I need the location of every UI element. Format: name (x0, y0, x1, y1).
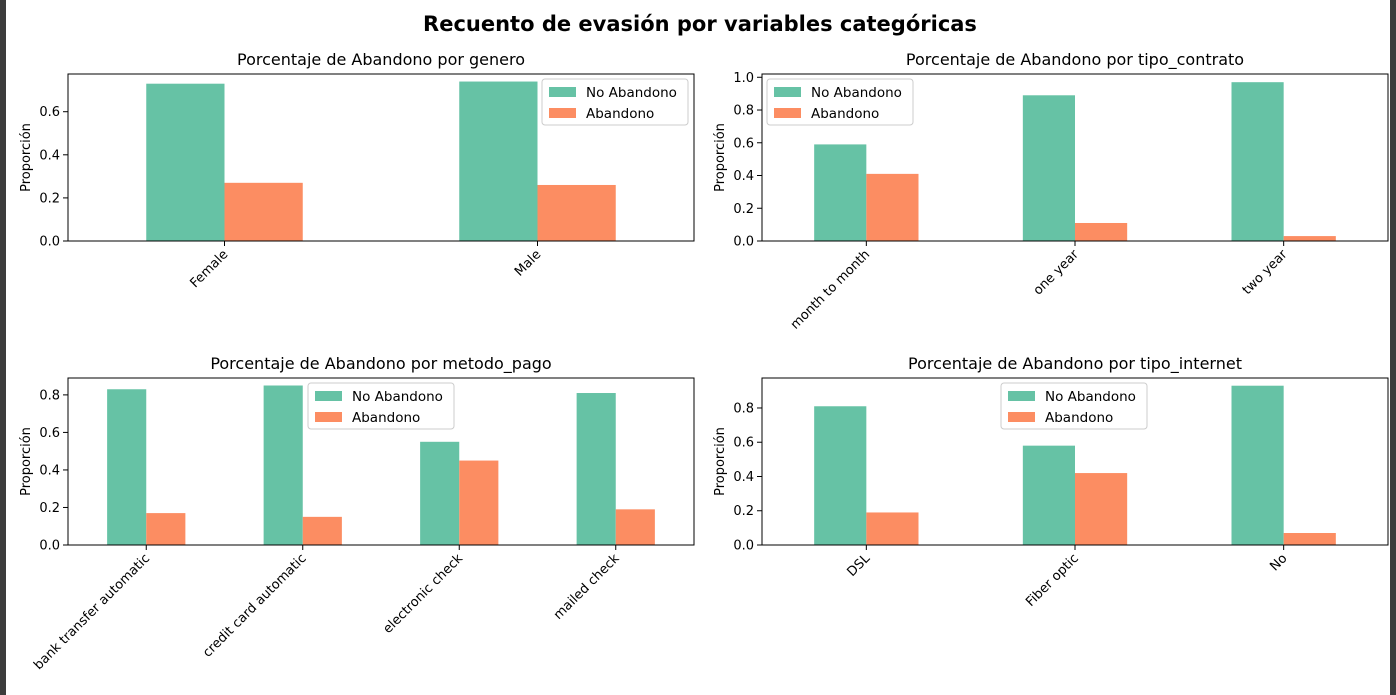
legend-box (766, 78, 914, 126)
y-tick-label: 1.0 (733, 71, 754, 86)
legend-swatch (549, 87, 576, 97)
axes-frame (67, 377, 695, 546)
bar-abandono-3 (1283, 533, 1336, 545)
legend-swatch (1008, 412, 1035, 422)
y-tick-label: 0.8 (733, 104, 754, 119)
legend-label: Abandono (811, 106, 879, 122)
subplot-title: Porcentaje de Abandono por tipo_contrato (906, 50, 1244, 70)
y-tick-label: 0.2 (39, 191, 60, 206)
legend-swatch (1008, 391, 1035, 401)
bar-abandono-3 (1283, 236, 1336, 241)
bar-abandono-3 (459, 460, 499, 545)
subplot-4: Porcentaje de Abandono por tipo_internet… (713, 354, 1389, 610)
y-tick-label: 0.6 (733, 136, 754, 151)
legend-label: No Abandono (811, 85, 902, 101)
bar-abandono-1 (866, 173, 919, 241)
legend-box (1000, 382, 1148, 430)
x-tick-label: electronic check (380, 551, 466, 637)
bar-no-abandono-2 (1022, 445, 1075, 545)
x-tick-label: Female (187, 247, 231, 291)
y-tick-label: 0.2 (733, 504, 754, 519)
y-tick-label: 0.0 (733, 235, 754, 250)
bar-abandono-2 (1075, 222, 1128, 241)
subplot-title: Porcentaje de Abandono por metodo_pago (210, 354, 551, 374)
legend: No Abandono Abandono (766, 78, 914, 126)
x-tick-label: two year (1240, 247, 1291, 298)
subplot-title: Porcentaje de Abandono por genero (237, 50, 525, 69)
bar-abandono-2 (537, 184, 616, 241)
y-tick-label: 0.0 (733, 539, 754, 554)
y-tick-label: 0.8 (39, 388, 60, 403)
legend-label: Abandono (1045, 410, 1113, 426)
y-tick-label: 0.0 (39, 539, 60, 554)
legend-swatch (774, 108, 801, 118)
x-tick-label: one year (1031, 247, 1083, 299)
bar-no-abandono-1 (814, 144, 867, 241)
bar-abandono-1 (224, 182, 303, 241)
y-tick-label: 0.4 (39, 148, 60, 163)
legend: No Abandono Abandono (541, 78, 689, 126)
legend-label: No Abandono (586, 85, 677, 101)
y-tick-label: 0.6 (39, 105, 60, 120)
bar-no-abandono-2 (263, 385, 303, 545)
y-axis-label: Proporción (713, 123, 728, 192)
figure: Recuento de evasión por variables categó… (6, 0, 1390, 695)
x-tick-label: month to month (788, 247, 873, 332)
y-tick-label: 0.6 (733, 436, 754, 451)
bar-abandono-1 (146, 513, 186, 545)
subplot-title: Porcentaje de Abandono por tipo_internet (908, 354, 1242, 374)
subplot-3: Porcentaje de Abandono por metodo_pago Pr… (19, 354, 695, 673)
legend: No Abandono Abandono (1000, 382, 1148, 430)
bar-no-abandono-1 (107, 389, 147, 545)
legend-label: No Abandono (352, 389, 443, 405)
bar-no-abandono-3 (1231, 82, 1284, 241)
bar-abandono-2 (302, 516, 342, 545)
legend-swatch (549, 108, 576, 118)
bar-no-abandono-1 (146, 83, 225, 241)
subplot-1: Porcentaje de Abandono por genero Proporc… (19, 50, 695, 291)
y-tick-label: 0.4 (39, 463, 60, 478)
y-tick-label: 0.2 (39, 501, 60, 516)
bar-no-abandono-3 (420, 441, 460, 545)
x-tick-label: Male (512, 247, 544, 279)
y-tick-label: 0.6 (39, 426, 60, 441)
legend-box (541, 78, 689, 126)
axes-frame (67, 73, 695, 242)
x-tick-label: DSL (845, 551, 874, 580)
bar-abandono-1 (866, 512, 919, 545)
legend-label: Abandono (586, 106, 654, 122)
y-axis-label: Proporción (713, 427, 728, 496)
legend: No Abandono Abandono (307, 382, 455, 430)
bar-no-abandono-2 (459, 81, 538, 242)
bar-no-abandono-4 (576, 393, 616, 545)
x-tick-label: Fiber optic (1023, 551, 1082, 610)
legend-label: Abandono (352, 410, 420, 426)
legend-label: No Abandono (1045, 389, 1136, 405)
legend-box (307, 382, 455, 430)
bar-no-abandono-3 (1231, 385, 1284, 545)
bar-abandono-4 (615, 509, 655, 545)
legend-swatch (315, 412, 342, 422)
legend-swatch (315, 391, 342, 401)
y-tick-label: 0.4 (733, 169, 754, 184)
bar-no-abandono-1 (814, 406, 867, 545)
legend-swatch (774, 87, 801, 97)
x-tick-label: No (1267, 551, 1290, 574)
x-tick-label: bank transfer automatic (31, 551, 153, 673)
chart-canvas: Recuento de evasión por variables categó… (19, 12, 1389, 673)
figure-title: Recuento de evasión por variables categó… (423, 12, 977, 36)
x-tick-label: mailed check (551, 551, 623, 623)
y-tick-label: 0.8 (733, 401, 754, 416)
bar-no-abandono-2 (1022, 95, 1075, 241)
subplot-2: Porcentaje de Abandono por tipo_contrato… (713, 50, 1389, 333)
bar-abandono-2 (1075, 473, 1128, 545)
y-axis-label: Proporción (19, 427, 34, 496)
y-axis-label: Proporción (19, 123, 34, 192)
y-tick-label: 0.2 (733, 202, 754, 217)
y-tick-label: 0.0 (39, 235, 60, 250)
y-tick-label: 0.4 (733, 470, 754, 485)
x-tick-label: credit card automatic (200, 551, 309, 660)
